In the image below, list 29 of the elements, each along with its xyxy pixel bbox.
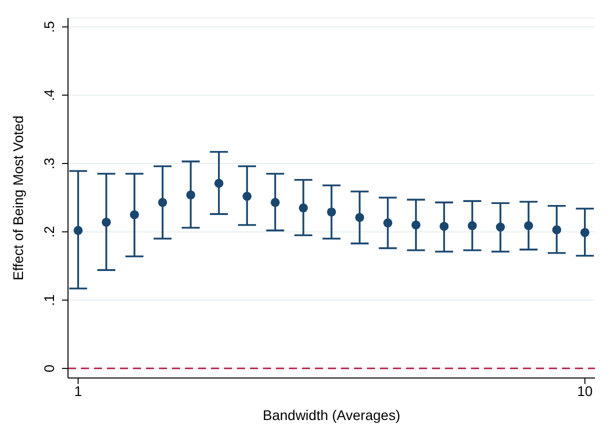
y-tick-label: .3 <box>41 157 57 170</box>
y-tick-label: .5 <box>41 20 57 33</box>
y-axis-title: Effect of Being Most Voted <box>10 116 26 280</box>
point <box>355 212 364 222</box>
point <box>552 225 562 234</box>
point <box>580 228 590 237</box>
point <box>524 221 534 230</box>
point <box>326 208 336 217</box>
point <box>411 220 420 230</box>
point <box>242 192 252 201</box>
point <box>130 210 139 220</box>
x-tick-label: 10 <box>577 382 593 399</box>
point <box>270 198 280 207</box>
x-tick-label: 1 <box>74 382 82 399</box>
point <box>214 178 224 188</box>
point <box>440 222 449 231</box>
y-tick-label: 0 <box>41 364 57 372</box>
point <box>74 226 83 235</box>
x-axis-title: Bandwidth (Averages) <box>262 407 400 423</box>
point <box>158 198 168 207</box>
point <box>298 203 308 212</box>
point <box>102 218 111 227</box>
point <box>383 218 392 228</box>
point <box>496 222 505 232</box>
point <box>186 190 196 200</box>
y-tick-label: .2 <box>41 226 57 238</box>
point <box>468 221 477 230</box>
y-tick-label: .1 <box>41 294 57 306</box>
y-tick-label: .4 <box>41 89 57 102</box>
